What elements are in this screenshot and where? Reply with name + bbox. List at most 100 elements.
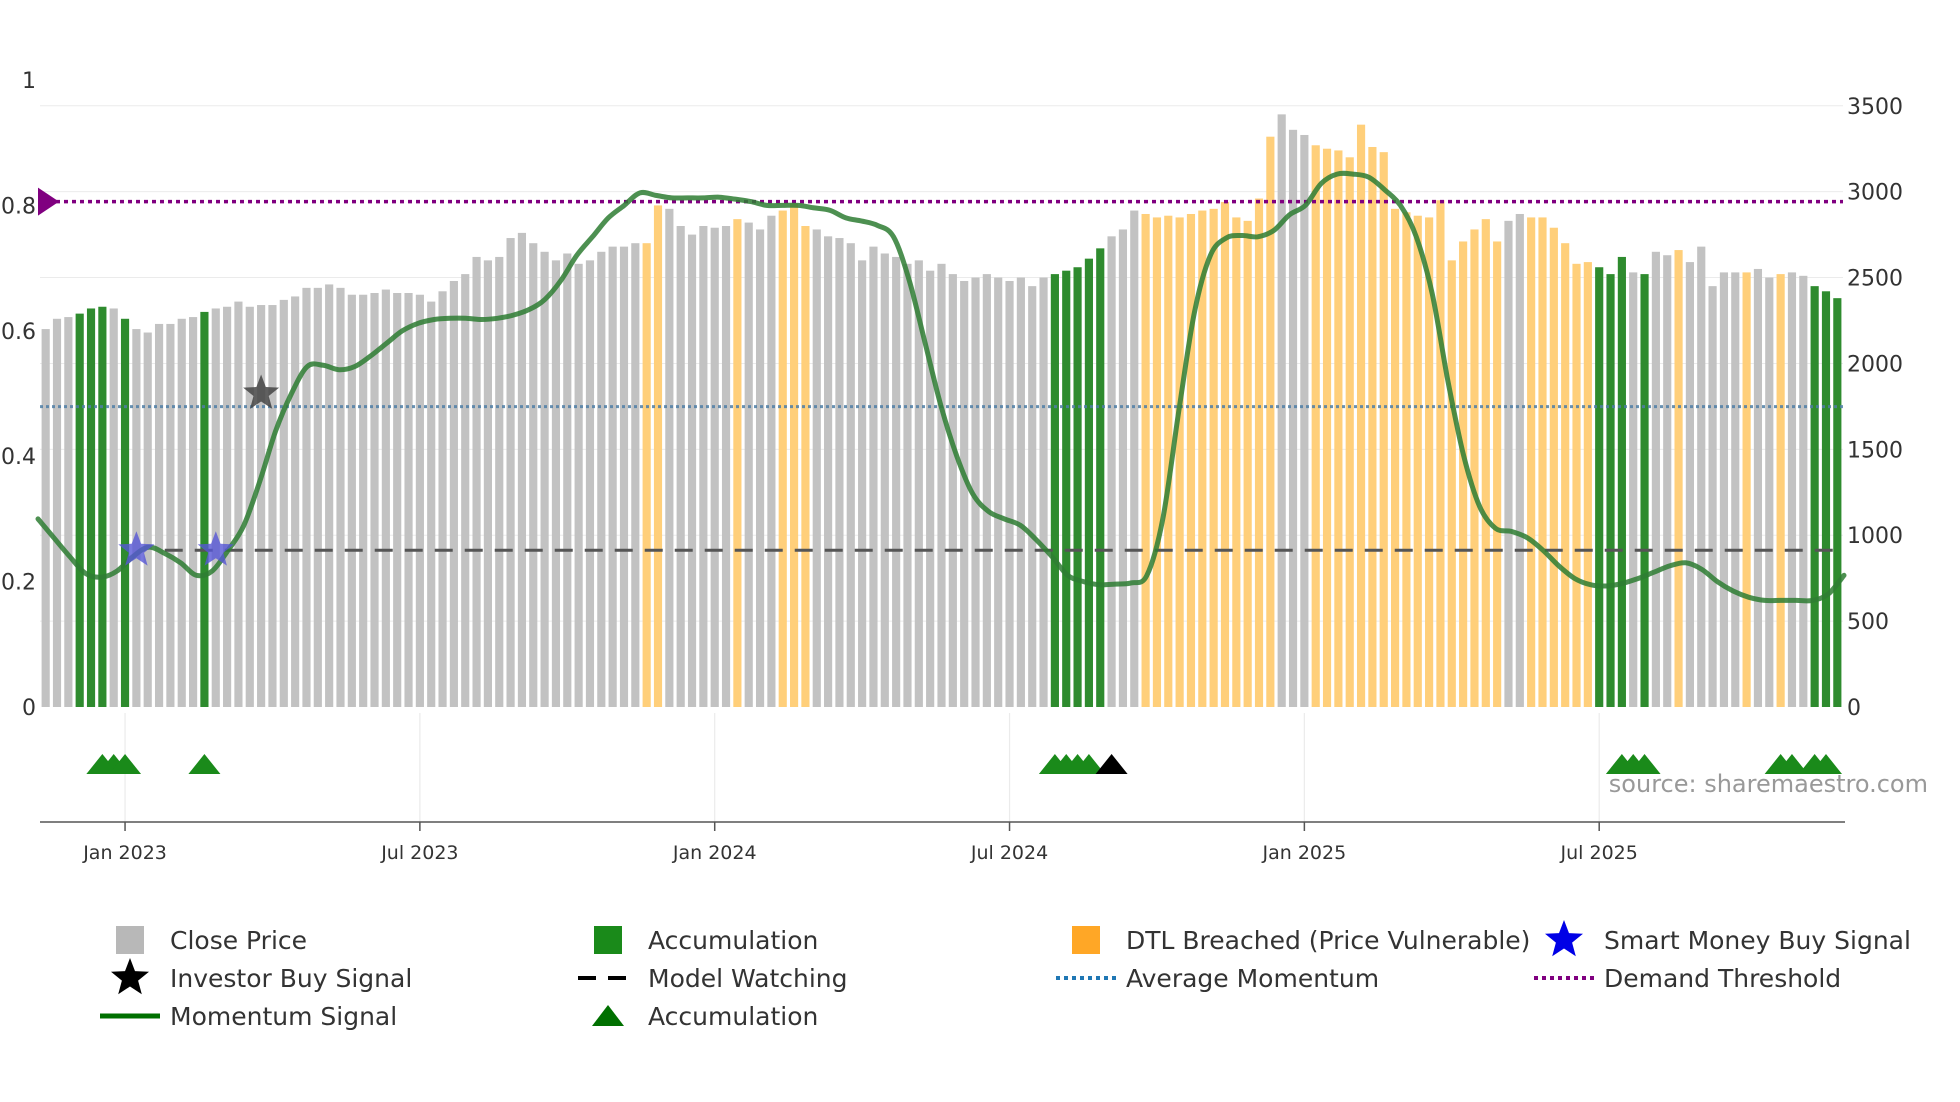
- price-bar: [1787, 272, 1797, 707]
- price-bar: [937, 263, 946, 707]
- axes: 0 0.2 0.4 0.6 0.8 1 0 500 1000 1500 2000 2500 3000 35…: [1, 69, 1903, 864]
- price-bar: [1220, 201, 1230, 707]
- price-bar: [347, 294, 356, 707]
- price-bar: [1266, 136, 1275, 707]
- price-bar: [710, 227, 719, 708]
- price-bar: [790, 203, 799, 707]
- price-bar: [1572, 263, 1581, 707]
- price-bar: [1300, 134, 1309, 708]
- x-tick-label: Jul 2023: [380, 842, 458, 864]
- price-bar: [495, 256, 504, 707]
- price-bar: [1096, 248, 1105, 707]
- price-bar: [1493, 241, 1502, 707]
- accumulation-triangle: [109, 754, 142, 774]
- price-bar: [1016, 277, 1025, 707]
- accumulation-triangle: [1628, 754, 1661, 774]
- price-bar: [132, 329, 141, 707]
- price-bar: [824, 236, 833, 707]
- price-bar: [1186, 213, 1196, 708]
- legend-triangle-icon: [592, 1005, 624, 1026]
- price-bar: [404, 293, 413, 707]
- price-bar: [1606, 274, 1615, 707]
- price-bar: [619, 246, 629, 707]
- price-bar: [143, 332, 152, 707]
- price-bar: [483, 260, 492, 707]
- investor-buy-star: [243, 374, 280, 409]
- price-bar: [1345, 157, 1354, 708]
- price-bar: [211, 308, 220, 707]
- price-bar: [1515, 213, 1524, 708]
- price-bar: [1334, 150, 1343, 707]
- price-bar: [1107, 236, 1116, 707]
- price-bar: [1481, 219, 1490, 707]
- price-bar: [812, 229, 821, 707]
- price-bar: [1368, 146, 1377, 708]
- legend-label: Momentum Signal: [170, 1002, 397, 1031]
- price-bar: [1243, 220, 1252, 708]
- price-bar: [597, 251, 606, 707]
- left-tick-label: 1: [22, 69, 36, 94]
- legend-label: Model Watching: [648, 964, 848, 993]
- price-bar: [926, 270, 935, 707]
- price-bar: [302, 287, 311, 707]
- price-bar: [653, 205, 663, 707]
- price-bar: [846, 243, 855, 707]
- price-bar: [574, 263, 583, 707]
- price-bar: [1277, 114, 1286, 708]
- price-bar: [75, 313, 84, 707]
- legend-label: DTL Breached (Price Vulnerable): [1126, 926, 1530, 955]
- price-bar: [1731, 272, 1740, 707]
- accumulation-triangle: [188, 754, 221, 774]
- price-bar: [200, 311, 209, 707]
- price-bar: [52, 318, 62, 707]
- price-bar: [903, 263, 912, 707]
- price-bar: [1209, 208, 1218, 707]
- price-bar: [960, 280, 969, 707]
- price-bar: [1062, 270, 1071, 707]
- momentum-series: [35, 170, 1847, 604]
- price-bar: [381, 289, 390, 707]
- price-bar: [1527, 217, 1536, 708]
- price-bar: [699, 226, 708, 707]
- price-bar: [120, 318, 130, 707]
- price-bar: [370, 293, 379, 707]
- price-bar: [1821, 291, 1831, 707]
- price-bar: [642, 243, 651, 707]
- signal-markers: [86, 374, 1842, 774]
- price-bar: [1640, 274, 1649, 707]
- price-bar: [359, 294, 368, 707]
- legend-label: Average Momentum: [1126, 964, 1379, 993]
- accumulation-triangle: [1809, 754, 1842, 774]
- price-bar: [393, 293, 402, 707]
- price-bar: [585, 260, 595, 707]
- right-tick-label: 500: [1847, 610, 1889, 635]
- price-bar: [733, 219, 742, 707]
- price-bar: [325, 284, 334, 707]
- legend-swatch-icon: [116, 926, 144, 954]
- price-bar: [1425, 217, 1434, 708]
- price-bar: [1288, 129, 1298, 707]
- price-bar: [506, 238, 515, 708]
- left-tick-label: 0.8: [1, 194, 36, 219]
- price-bar: [744, 222, 753, 707]
- legend-star-icon: [111, 958, 149, 995]
- price-bar: [1833, 298, 1842, 707]
- price-bar: [1538, 217, 1547, 708]
- price-bar: [1708, 286, 1717, 707]
- price-bar: [1050, 274, 1059, 707]
- price-bar: [1470, 229, 1479, 707]
- price-bar: [98, 306, 107, 707]
- price-bar: [551, 260, 561, 707]
- left-tick-label: 0.4: [1, 445, 36, 470]
- price-bar: [1254, 198, 1264, 707]
- price-bar: [563, 253, 572, 707]
- price-bar: [472, 256, 481, 707]
- smart-money-star: [197, 531, 234, 566]
- price-bar: [858, 260, 867, 707]
- price-bar: [1322, 148, 1332, 707]
- price-bar: [1753, 268, 1763, 707]
- price-bar: [665, 208, 674, 707]
- legend-label: Smart Money Buy Signal: [1604, 926, 1911, 955]
- price-bar: [631, 243, 640, 707]
- price-bar: [529, 243, 538, 707]
